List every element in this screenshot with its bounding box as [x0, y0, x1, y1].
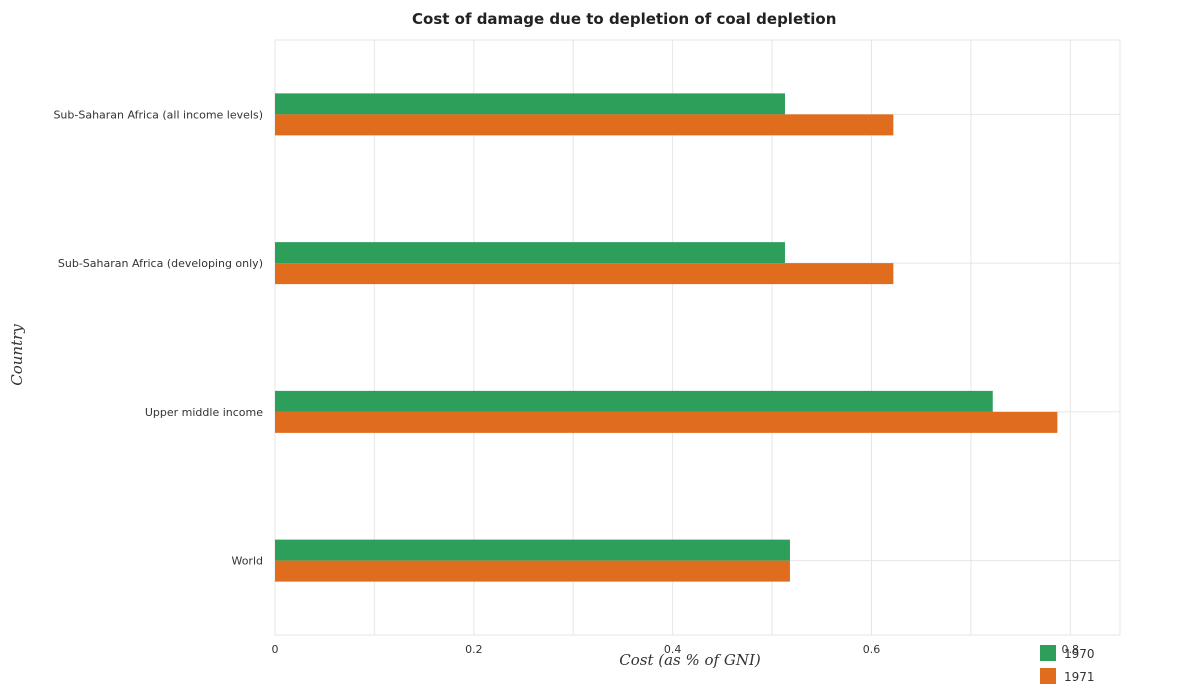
- bar-1971-0: [275, 114, 894, 136]
- legend-swatch-1970: [1040, 645, 1056, 661]
- x-tick-label: 0.6: [863, 643, 881, 656]
- bar-1971-2: [275, 411, 1058, 433]
- y-tick-label: World: [231, 555, 263, 568]
- y-tick-label: Sub-Saharan Africa (developing only): [58, 257, 263, 270]
- x-tick-label: 0: [272, 643, 279, 656]
- y-tick-labels: Sub-Saharan Africa (all income levels) Su…: [53, 108, 263, 567]
- plot-frame: [274, 39, 1121, 636]
- bar-1970-0: [275, 93, 785, 115]
- bars: [275, 93, 1058, 582]
- chart-title: Cost of damage due to depletion of coal …: [412, 10, 836, 28]
- bar-1970-2: [275, 390, 993, 412]
- legend: 1970 1971: [1040, 645, 1095, 684]
- y-tick-label: Upper middle income: [145, 406, 263, 419]
- x-tick-label: 0.2: [465, 643, 483, 656]
- bar-1970-3: [275, 539, 790, 561]
- x-tick-labels: 0 0.2 0.4 0.6 0.8: [272, 643, 1080, 656]
- y-axis-label: Country: [8, 324, 26, 386]
- x-tick-label: 0.8: [1062, 643, 1080, 656]
- y-tick-label: Sub-Saharan Africa (all income levels): [53, 108, 263, 121]
- x-axis-label: Cost (as % of GNI): [619, 651, 761, 669]
- bar-1971-1: [275, 263, 894, 285]
- x-tick-label: 0.4: [664, 643, 682, 656]
- legend-swatch-1971: [1040, 668, 1056, 684]
- bar-1970-1: [275, 242, 785, 264]
- legend-label-1970: 1970: [1064, 647, 1095, 661]
- bar-1971-3: [275, 560, 790, 582]
- legend-label-1971: 1971: [1064, 670, 1095, 684]
